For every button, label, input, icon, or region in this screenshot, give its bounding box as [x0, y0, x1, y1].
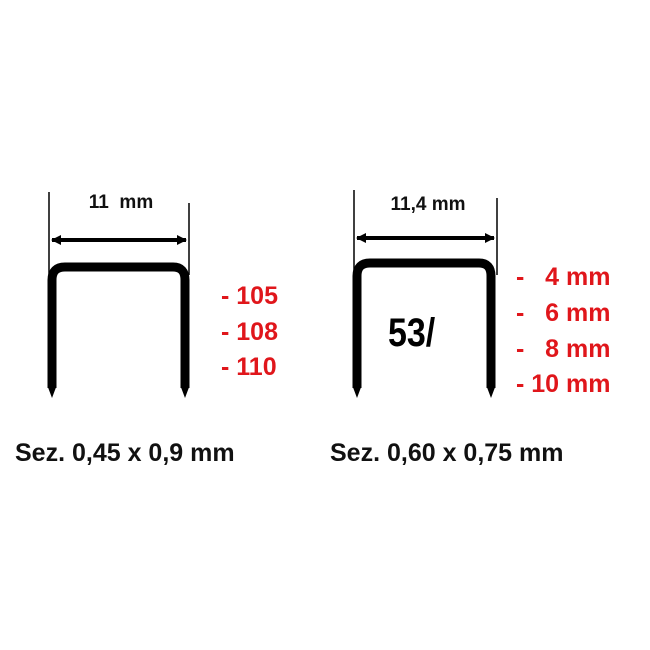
right-staple-tip-right — [486, 386, 496, 398]
right-width-label: 11,4 mm — [391, 194, 466, 215]
right-model-label: 53/ — [388, 309, 435, 354]
right-size-4mm: - 4 mm — [516, 263, 610, 291]
left-width-label: 11 mm — [89, 192, 153, 213]
left-staple-tip-left — [47, 386, 57, 398]
left-size-110: - 110 — [221, 353, 277, 381]
left-size-105: - 105 — [221, 282, 278, 310]
left-section-label: Sez. 0,45 x 0,9 mm — [15, 439, 235, 467]
left-size-108: - 108 — [221, 318, 278, 346]
right-section-label: Sez. 0,60 x 0,75 mm — [330, 439, 563, 467]
left-staple-shape — [47, 262, 190, 388]
right-staple-shape — [352, 258, 496, 388]
right-size-6mm: - 6 mm — [516, 299, 610, 327]
left-staple-group: 11 mm - 105 - 108 - 110 Sez. 0,45 x 0,9 … — [15, 192, 278, 467]
right-staple-tip-left — [352, 386, 362, 398]
right-staple-group: 11,4 mm 53/ - 4 mm - 6 mm - 8 mm - 10 mm… — [330, 190, 610, 467]
left-staple-tip-right — [180, 386, 190, 398]
right-size-8mm: - 8 mm — [516, 335, 610, 363]
right-size-10mm: - 10 mm — [516, 370, 610, 398]
